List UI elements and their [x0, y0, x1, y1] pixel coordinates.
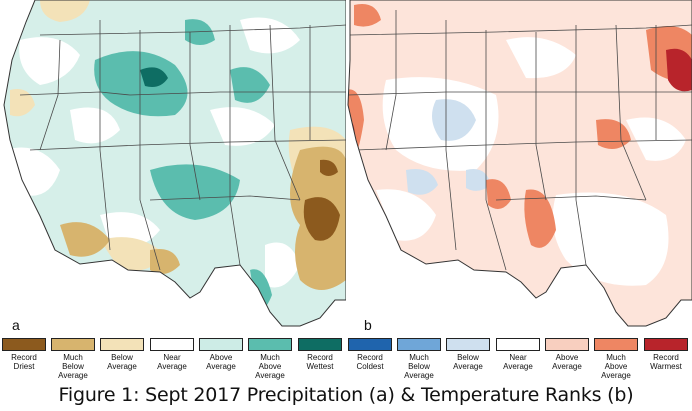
near-average-region: [552, 192, 669, 286]
temperature-map: [346, 0, 692, 332]
legend-label: Record Driest: [11, 353, 37, 371]
legend-swatch: [496, 338, 540, 351]
legend-item-much-above-precip: Much Above Average: [248, 338, 292, 380]
legend-swatch: [150, 338, 194, 351]
temp-land: [348, 0, 692, 326]
panel-label-a: a: [12, 317, 20, 333]
legend-item-much-below-precip: Much Below Average: [51, 338, 95, 380]
legend-swatch: [348, 338, 392, 351]
legend-label: Above Average: [552, 353, 582, 371]
much-below-average-region: [150, 249, 180, 274]
near-average-region: [265, 242, 300, 288]
legend-item-record-coldest: Record Coldest: [348, 338, 392, 371]
legend-swatch: [199, 338, 243, 351]
legend: Record Driest Much Below Average Below A…: [2, 338, 690, 384]
legend-item-much-above-temp: Much Above Average: [594, 338, 638, 380]
precipitation-map: [0, 0, 346, 332]
legend-item-near-temp: Near Average: [496, 338, 540, 371]
much-above-average-region: [94, 51, 188, 117]
much-above-average-region: [486, 179, 511, 209]
legend-item-below-temp: Below Average: [446, 338, 490, 371]
legend-label: Record Warmest: [650, 353, 682, 371]
legend-swatch: [248, 338, 292, 351]
record-warmest-region: [666, 48, 692, 92]
below-average-region: [10, 89, 35, 117]
much-above-average-region: [230, 67, 270, 103]
legend-label: Record Wettest: [306, 353, 334, 371]
near-average-region: [210, 107, 275, 146]
legend-label: Much Below Average: [58, 353, 88, 380]
legend-item-below-precip: Below Average: [100, 338, 144, 371]
figure-caption: Figure 1: Sept 2017 Precipitation (a) & …: [58, 384, 634, 406]
near-average-region: [376, 189, 436, 241]
record-wettest-region: [140, 67, 168, 87]
near-average-region: [240, 17, 300, 54]
precip-land: [4, 0, 346, 326]
state-boundaries: [19, 20, 346, 271]
us-outline: [347, 0, 692, 327]
near-average-region: [70, 107, 120, 144]
below-average-region: [40, 0, 90, 22]
legend-label: Much Above Average: [255, 353, 285, 380]
legend-swatch: [644, 338, 688, 351]
below-average-region: [432, 99, 476, 141]
legend-swatch: [594, 338, 638, 351]
legend-swatch: [2, 338, 46, 351]
legend-item-much-below-temp: Much Below Average: [397, 338, 441, 380]
near-average-region: [19, 37, 80, 85]
record-driest-region: [320, 159, 338, 176]
legend-label: Near Average: [503, 353, 533, 371]
legend-swatch: [298, 338, 342, 351]
legend-label: Below Average: [453, 353, 483, 371]
below-average-region: [406, 169, 438, 195]
legend-swatch: [100, 338, 144, 351]
legend-swatch: [545, 338, 589, 351]
legend-label: Above Average: [206, 353, 236, 371]
legend-item-above-temp: Above Average: [545, 338, 589, 371]
legend-item-record-driest: Record Driest: [2, 338, 46, 371]
legend-label: Near Average: [157, 353, 187, 371]
panel-label-b: b: [364, 317, 372, 333]
below-average-region: [466, 169, 491, 191]
legend-swatch: [397, 338, 441, 351]
much-below-average-region: [60, 222, 110, 257]
legend-label: Much Below Average: [404, 353, 434, 380]
record-driest-region: [303, 197, 340, 241]
near-average-region: [506, 37, 576, 79]
legend-label: Much Above Average: [601, 353, 631, 380]
much-above-average-region: [185, 19, 215, 45]
legend-item-record-wettest: Record Wettest: [298, 338, 342, 371]
state-boundaries: [348, 10, 692, 271]
much-above-average-region: [524, 189, 556, 248]
legend-label: Record Coldest: [356, 353, 384, 371]
legend-swatch: [446, 338, 490, 351]
much-above-average-region: [150, 164, 240, 220]
legend-item-above-precip: Above Average: [199, 338, 243, 371]
legend-item-record-warmest: Record Warmest: [644, 338, 688, 371]
legend-label: Below Average: [107, 353, 137, 371]
us-outline: [3, 0, 346, 327]
much-above-average-region: [354, 4, 381, 27]
legend-item-near-precip: Near Average: [150, 338, 194, 371]
legend-swatch: [51, 338, 95, 351]
